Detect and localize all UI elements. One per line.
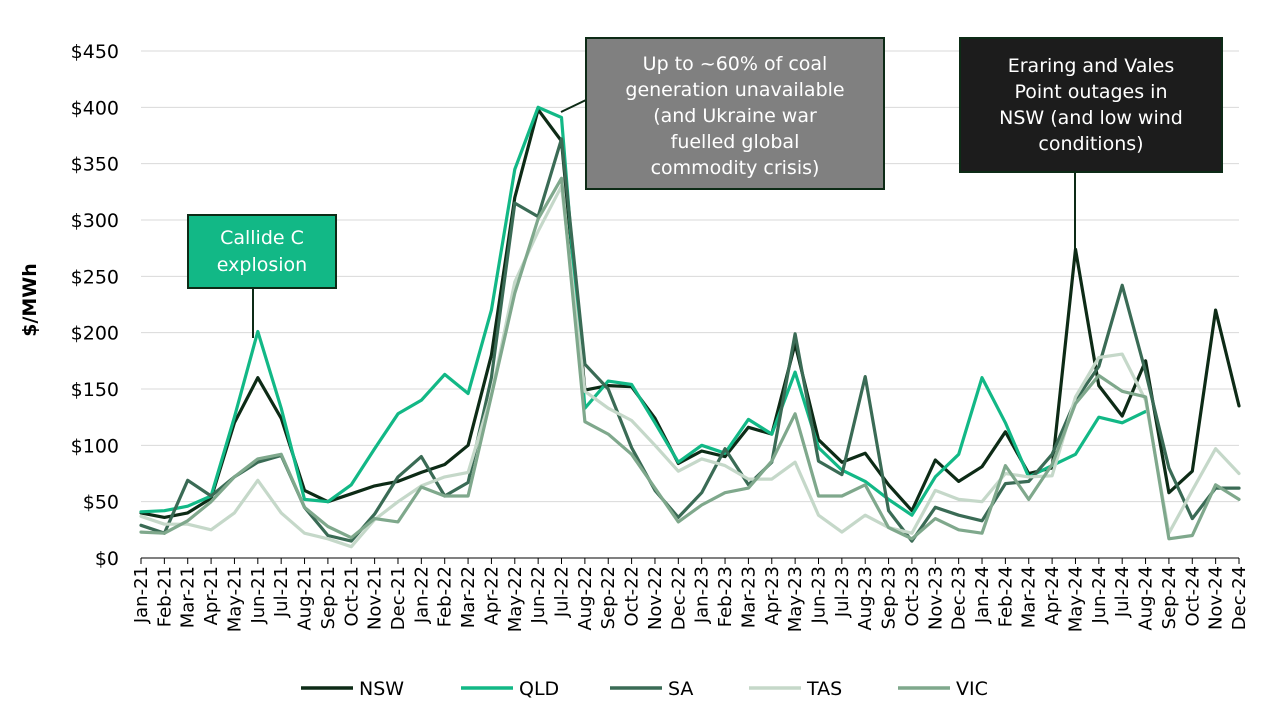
x-tick-label: Jan-24	[972, 566, 993, 624]
x-tick-label: Sep-22	[598, 566, 619, 629]
annotation-box	[187, 214, 337, 289]
x-tick-label: Feb-21	[154, 566, 175, 627]
x-tick-label: Mar-21	[178, 566, 199, 628]
x-tick-label: Dec-22	[668, 566, 689, 630]
x-tick-label: Jun-23	[808, 566, 829, 625]
x-tick-label: Oct-24	[1182, 566, 1203, 627]
legend-label-tas: TAS	[806, 678, 842, 700]
series-line-tas	[139, 184, 1241, 549]
annotation-box	[585, 37, 885, 190]
legend-label-vic: VIC	[956, 678, 988, 700]
y-tick-label: $400	[71, 97, 119, 119]
x-tick-label: Aug-22	[575, 566, 596, 631]
x-tick-label: Apr-24	[1042, 566, 1063, 625]
x-tick-label: Sep-23	[879, 566, 900, 629]
x-tick-label: Nov-22	[645, 566, 666, 630]
y-axis-label: $/MWh	[19, 263, 41, 337]
annotation-text: conditions)	[1038, 133, 1143, 155]
series-lines	[139, 105, 1241, 549]
x-tick-label: Jul-21	[271, 566, 292, 618]
x-tick-label: Dec-23	[949, 566, 970, 630]
annotation-text: fuelled global	[671, 131, 800, 153]
x-tick-label: Jun-22	[528, 566, 549, 625]
x-tick-label: May-24	[1065, 566, 1086, 632]
y-tick-label: $100	[71, 435, 119, 457]
annotation-text: Callide C	[220, 227, 304, 249]
series-line-sa	[139, 137, 1241, 543]
annotation-text: Up to ~60% of coal	[643, 53, 828, 75]
x-tick-label: Jan-21	[131, 566, 152, 624]
annotation-text: explosion	[217, 254, 307, 276]
annotation-text: NSW (and low wind	[999, 107, 1183, 129]
x-tick-label: Apr-21	[201, 566, 222, 625]
annotation-text: Point outages in	[1015, 81, 1168, 103]
y-tick-label: $300	[71, 210, 119, 232]
x-axis: Jan-21 Feb-21 Mar-21 Apr-21 May-21 Jun-21 Jul-…	[131, 557, 1250, 632]
y-tick-label: $50	[83, 492, 119, 514]
y-tick-label: $250	[71, 266, 119, 288]
x-tick-label: Jan-23	[692, 566, 713, 624]
legend: NSW QLD SA TAS VIC	[301, 678, 988, 700]
x-tick-label: Apr-23	[762, 566, 783, 625]
y-tick-label: $150	[71, 379, 119, 401]
annotation-text: Eraring and Vales	[1008, 55, 1175, 77]
annotation-text: generation unavailable	[625, 79, 844, 101]
x-tick-label: May-22	[505, 566, 526, 632]
series-line-qld	[139, 105, 1148, 517]
annotations: Callide C explosion Up to ~60% of coal gene…	[187, 37, 1223, 338]
y-tick-label: $450	[71, 41, 119, 63]
x-tick-label: May-23	[785, 566, 806, 632]
x-tick-label: Nov-24	[1206, 566, 1227, 630]
x-tick-label: Aug-24	[1136, 566, 1157, 631]
y-tick-label: $0	[95, 548, 119, 570]
x-tick-label: Feb-22	[435, 566, 456, 627]
x-tick-label: Jul-23	[832, 566, 853, 618]
x-tick-label: Dec-24	[1229, 566, 1250, 630]
x-tick-label: Jul-22	[552, 566, 573, 618]
legend-label-nsw: NSW	[359, 678, 404, 700]
x-tick-label: Jan-22	[411, 566, 432, 624]
x-tick-label: Aug-21	[295, 566, 316, 631]
x-tick-label: May-21	[224, 566, 245, 632]
x-tick-label: Dec-21	[388, 566, 409, 630]
x-tick-label: Sep-24	[1159, 566, 1180, 629]
legend-label-sa: SA	[668, 678, 693, 700]
x-tick-label: Nov-23	[925, 566, 946, 630]
x-tick-label: Nov-21	[365, 566, 386, 630]
x-tick-label: Aug-23	[855, 566, 876, 631]
legend-label-qld: QLD	[519, 678, 559, 700]
x-tick-label: Jul-24	[1112, 566, 1133, 618]
x-tick-label: Oct-21	[341, 566, 362, 627]
x-tick-label: Feb-24	[995, 566, 1016, 627]
x-tick-label: Jun-24	[1089, 566, 1110, 625]
annotation-text: commodity crisis)	[651, 157, 820, 179]
x-tick-label: Feb-23	[715, 566, 736, 627]
series-line-vic	[139, 176, 1241, 541]
y-tick-label: $200	[71, 323, 119, 345]
annotation-text: (and Ukraine war	[653, 105, 817, 127]
x-tick-label: Sep-21	[318, 566, 339, 629]
y-tick-label: $350	[71, 154, 119, 176]
x-tick-label: Apr-22	[481, 566, 502, 625]
annotation-leader	[560, 99, 587, 113]
annotation-box	[959, 37, 1223, 173]
x-tick-label: Mar-22	[458, 566, 479, 628]
x-tick-label: Jun-21	[248, 566, 269, 625]
x-tick-label: Oct-23	[902, 566, 923, 627]
x-tick-label: Mar-23	[738, 566, 759, 628]
x-tick-label: Oct-22	[622, 566, 643, 627]
y-axis-ticks: $0 $50 $100 $150 $200 $250 $300 $350 $400 $450	[71, 41, 119, 570]
x-tick-label: Mar-24	[1019, 566, 1040, 628]
